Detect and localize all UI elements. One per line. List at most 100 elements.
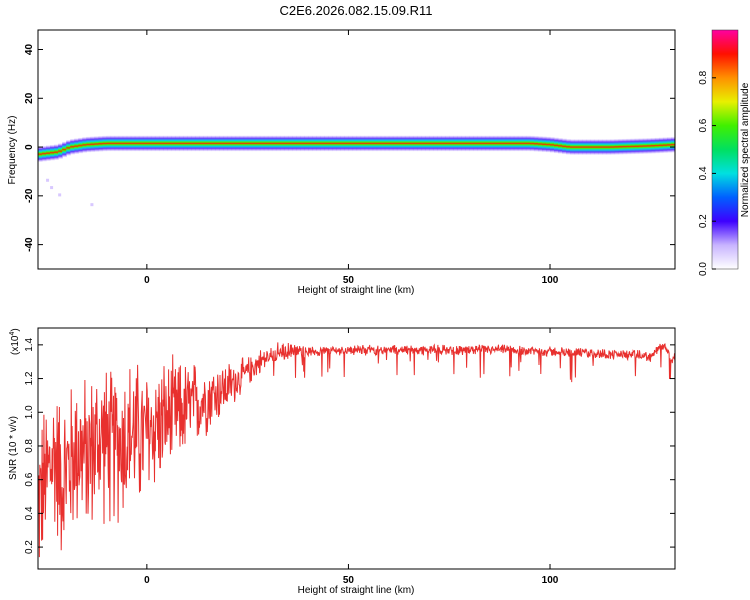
spectral-band-segment-17 <box>106 135 112 152</box>
spectral-band-segment-134 <box>578 139 583 155</box>
snr-frame <box>37 327 676 570</box>
spectral-band-segment-1 <box>42 145 47 162</box>
spectral-band-segment-76 <box>344 135 350 152</box>
spectral-band-segment-25 <box>138 135 144 152</box>
spectral-band-segment-69 <box>316 135 321 152</box>
spectral-band-segment-57 <box>267 135 273 152</box>
spectrogram-x-axis: 0 50 100 <box>144 30 559 286</box>
spectral-band-segment-73 <box>332 135 337 152</box>
snr-scale-close: ) <box>10 328 21 331</box>
snr-x-axis: 0 50 100 <box>144 328 559 586</box>
spectral-band-segment-151 <box>646 138 652 154</box>
spectral-band-segment-146 <box>626 138 632 155</box>
spectral-band-segment-92 <box>408 135 414 152</box>
figure-title: C2E6.2026.082.15.09.R11 <box>280 3 433 18</box>
spectral-band-segment-59 <box>275 135 281 152</box>
spectral-band-segment-62 <box>287 135 293 152</box>
spectral-band-segment-27 <box>146 135 152 152</box>
spectral-band-segment-113 <box>493 135 499 152</box>
snr-y-tick-label-2: 0.6 <box>24 472 35 486</box>
spectral-band-segment-30 <box>158 135 164 152</box>
colorbar-ticks: 0.0 0.2 0.4 0.6 0.8 <box>698 70 716 276</box>
spectral-band-segment-128 <box>554 137 559 154</box>
spectral-band-segment-80 <box>360 135 366 152</box>
spectral-band-segment-106 <box>465 135 470 152</box>
spectral-band-segment-111 <box>485 135 491 152</box>
spectral-band-segment-8 <box>70 138 75 155</box>
spectral-band-segment-34 <box>175 135 180 152</box>
spectral-band-segment-105 <box>461 135 466 152</box>
spectral-band-segment-18 <box>110 135 116 152</box>
snr-scale-base: (x10 <box>10 335 21 355</box>
spectral-band-segment-2 <box>46 145 51 161</box>
spectral-band-segment-72 <box>328 135 333 152</box>
spectral-band-segment-124 <box>537 136 543 152</box>
spectral-band-segment-53 <box>251 135 257 152</box>
spectrogram-frame <box>37 29 676 270</box>
spectral-band-segment-55 <box>259 135 265 152</box>
spectral-band-segment-20 <box>118 135 124 152</box>
spectral-band-segment-98 <box>433 135 438 152</box>
spectral-band-segment-45 <box>219 135 225 152</box>
spectral-band-segment-58 <box>271 135 277 152</box>
spectral-band-segment-148 <box>634 138 640 155</box>
spectral-band-segment-140 <box>602 139 608 155</box>
spectral-band-segment-108 <box>473 135 479 152</box>
spectral-band-segment-38 <box>191 135 196 152</box>
spectral-band-segment-54 <box>255 135 261 152</box>
spectral-band-segment-52 <box>247 135 253 152</box>
spectral-band-segment-33 <box>171 135 176 152</box>
colorbar-tick-label-1: 0.2 <box>698 214 709 228</box>
colorbar-frame <box>711 29 739 270</box>
spectral-band-segment-147 <box>630 138 636 155</box>
spectral-band-segment-4 <box>54 144 59 160</box>
spectral-band-segment-150 <box>642 138 648 154</box>
snr-panel: 0 50 100 0.2 0.4 0.6 0.8 1.0 1.2 1.4 Height of s… <box>8 327 676 596</box>
spectral-band-segment-40 <box>199 135 204 152</box>
spectral-band-segment-154 <box>658 137 664 154</box>
spectrogram-x-tick-label-2: 100 <box>542 275 559 286</box>
spectral-band-segment-100 <box>441 135 446 152</box>
spectral-band-segment-123 <box>533 135 539 152</box>
spectrogram-x-tick-label-1: 50 <box>343 275 355 286</box>
spectral-band-segment-93 <box>412 135 418 152</box>
spectral-band-segment-68 <box>312 135 317 152</box>
spectral-band-segment-24 <box>134 135 140 152</box>
spectral-band-segment-132 <box>570 139 575 155</box>
spectral-band-segment-119 <box>517 135 523 152</box>
spectrogram-panel: 0 50 100 -40 -20 0 20 40 Height of straight li… <box>7 29 676 296</box>
spectrogram-y-tick-label-3: 20 <box>24 92 35 104</box>
spectral-band-segment-9 <box>74 138 79 154</box>
spectral-band-segment-94 <box>416 135 422 152</box>
spectral-band-segment-29 <box>154 135 160 152</box>
spectral-band-segment-130 <box>562 138 567 155</box>
spectral-band <box>38 135 675 207</box>
spectral-band-segment-126 <box>545 136 551 153</box>
snr-y-tick-label-4: 1.0 <box>24 405 35 419</box>
spectral-band-segment-47 <box>227 135 233 152</box>
spectral-band-segment-127 <box>550 137 555 153</box>
spectral-band-segment-51 <box>243 135 249 152</box>
spectral-band-segment-156 <box>666 137 672 153</box>
spectral-band-segment-117 <box>509 135 515 152</box>
spectral-band-segment-14 <box>94 136 100 152</box>
spectral-band-segment-83 <box>372 135 378 152</box>
spectral-band-segment-28 <box>150 135 156 152</box>
snr-y-axis: 0.2 0.4 0.6 0.8 1.0 1.2 1.4 <box>24 337 675 554</box>
spectral-band-segment-19 <box>114 135 120 152</box>
spectral-band-segment-139 <box>598 139 604 155</box>
spectral-band-segment-23 <box>130 135 136 152</box>
spectrogram-y-tick-label-1: -20 <box>24 188 35 203</box>
spectral-band-segment-64 <box>296 135 301 152</box>
snr-scale-exp: 4 <box>9 332 16 336</box>
spectral-band-segment-135 <box>582 139 587 155</box>
spectral-band-segment-61 <box>283 135 289 152</box>
spectral-band-segment-71 <box>324 135 329 152</box>
colorbar-tick-label-4: 0.8 <box>698 70 709 84</box>
spectral-band-segment-82 <box>368 135 374 152</box>
spectral-band-segment-26 <box>142 135 148 152</box>
spectral-band-segment-32 <box>167 135 172 152</box>
spectral-band-segment-86 <box>384 135 390 152</box>
snr-scale-text: (x104) <box>9 328 21 355</box>
spectral-band-segment-107 <box>469 135 475 152</box>
